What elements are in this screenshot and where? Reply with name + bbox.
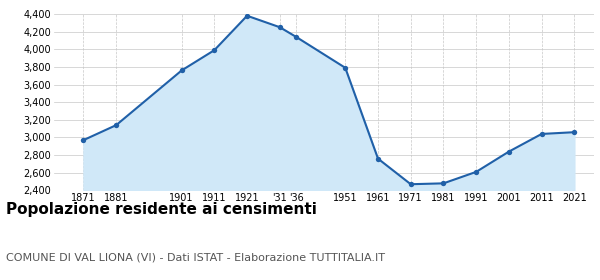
- Point: [504, 149, 514, 154]
- Point: [472, 170, 481, 174]
- Point: [373, 157, 383, 161]
- Point: [439, 181, 448, 186]
- Point: [275, 25, 284, 29]
- Point: [177, 68, 187, 73]
- Point: [112, 123, 121, 127]
- Point: [292, 35, 301, 39]
- Point: [406, 182, 416, 186]
- Point: [209, 48, 219, 52]
- Text: Popolazione residente ai censimenti: Popolazione residente ai censimenti: [6, 202, 317, 217]
- Point: [242, 13, 252, 18]
- Text: COMUNE DI VAL LIONA (VI) - Dati ISTAT - Elaborazione TUTTITALIA.IT: COMUNE DI VAL LIONA (VI) - Dati ISTAT - …: [6, 252, 385, 262]
- Point: [340, 66, 350, 70]
- Point: [569, 130, 579, 134]
- Point: [79, 138, 88, 142]
- Point: [537, 132, 547, 136]
